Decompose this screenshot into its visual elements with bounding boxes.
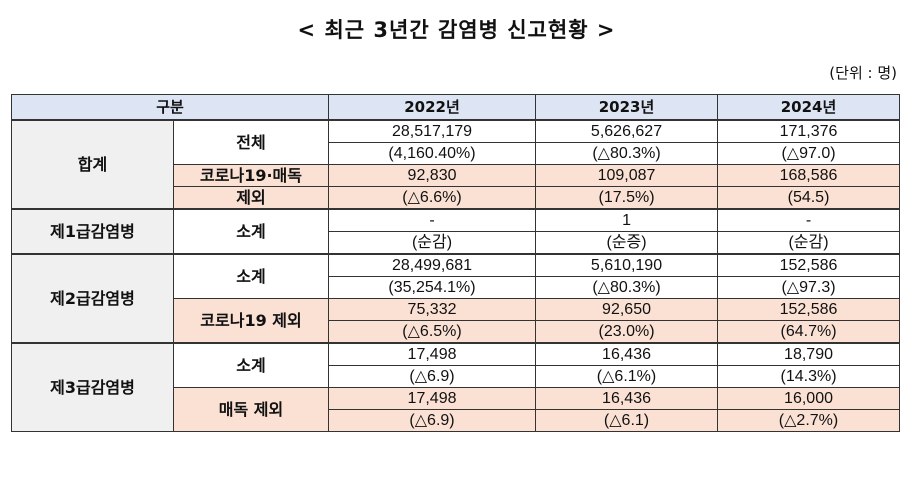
value-cell: 28,499,681 — [328, 253, 537, 277]
value-cell: 92,830 — [328, 164, 537, 187]
change-cell: (△6.9) — [328, 409, 537, 432]
page-title: < 최근 3년간 감염병 신고현황 > — [297, 18, 616, 42]
table-row: 제1급감염병 소계 - 1 - — [11, 208, 901, 255]
change-cell: (54.5) — [717, 186, 901, 210]
value-cell: 18,790 — [717, 342, 901, 366]
change-cell: (△6.5%) — [328, 320, 537, 344]
change-cell: (순감) — [717, 231, 901, 255]
change-cell: (△97.3) — [717, 276, 901, 299]
row-label: 제외 — [172, 186, 330, 210]
value-cell: 152,586 — [717, 298, 901, 321]
row-label: 전체 — [172, 119, 330, 165]
group-label: 제1급감염병 — [11, 208, 174, 255]
change-cell: (△6.6%) — [328, 186, 537, 210]
group-label: 제3급감염병 — [11, 342, 174, 432]
change-cell: (4,160.40%) — [328, 142, 537, 165]
value-cell: 17,498 — [328, 387, 537, 410]
change-cell: (순증) — [535, 231, 719, 255]
change-cell: (△6.9) — [328, 365, 537, 388]
value-cell: 16,436 — [535, 387, 719, 410]
header-category: 구분 — [10, 94, 330, 121]
value-cell: 1 — [535, 208, 719, 232]
value-cell: 5,626,627 — [535, 119, 719, 143]
table-row: 합계 전체 28,517,179 5,626,627 171,376 — [11, 119, 901, 210]
row-label: 코로나19 제외 — [172, 298, 330, 344]
change-cell: (△80.3%) — [535, 142, 719, 165]
change-cell: (△80.3%) — [535, 276, 719, 299]
row-label: 매독 제외 — [172, 387, 330, 432]
change-cell: (35,254.1%) — [328, 276, 537, 299]
value-cell: 28,517,179 — [328, 119, 537, 143]
infection-report-table: 구분 2022년 2023년 2024년 합계 전체 28,517,179 5,… — [10, 94, 901, 432]
change-cell: (64.7%) — [717, 320, 901, 344]
change-cell: (△2.7%) — [717, 409, 901, 432]
value-cell: 5,610,190 — [535, 253, 719, 277]
row-label: 코로나19·매독 — [172, 164, 330, 187]
change-cell: (23.0%) — [535, 320, 719, 344]
table-header-row: 구분 2022년 2023년 2024년 — [10, 94, 901, 121]
value-cell: 171,376 — [717, 119, 901, 143]
value-cell: 152,586 — [717, 253, 901, 277]
change-cell: (17.5%) — [535, 186, 719, 210]
value-cell: 168,586 — [717, 164, 901, 187]
value-cell: 92,650 — [535, 298, 719, 321]
table-row: (△6.9) (△6.1) (△2.7%) — [12, 409, 901, 432]
change-cell: (14.3%) — [717, 365, 901, 388]
table-row: (△6.9) (△6.1%) (14.3%) — [12, 365, 901, 388]
header-year: 2024년 — [717, 94, 901, 121]
value-cell: - — [717, 208, 901, 232]
change-cell: (△6.1) — [535, 409, 719, 432]
value-cell: 16,000 — [717, 387, 901, 410]
header-year: 2023년 — [535, 94, 719, 121]
row-label: 소계 — [172, 253, 330, 299]
table-row: 제3급감염병 소계 17,498 16,436 18,790 — [11, 342, 901, 432]
change-cell: (△97.0) — [717, 142, 901, 165]
change-cell: (순감) — [328, 231, 537, 255]
table-row: 제2급감염병 소계 28,499,681 5,610,190 152,586 — [11, 253, 901, 344]
table-row: (순감) (순증) (순감) — [12, 231, 901, 255]
table-row: 코로나19 제외 75,332 92,650 152,586 — [12, 298, 901, 344]
value-cell: 109,087 — [535, 164, 719, 187]
value-cell: 75,332 — [328, 298, 537, 321]
table-row: 코로나19·매독 92,830 109,087 168,586 — [12, 164, 901, 187]
group-label: 합계 — [11, 119, 174, 210]
table-row: 제외 (△6.6%) (17.5%) (54.5) — [12, 186, 901, 210]
group-label: 제2급감염병 — [11, 253, 174, 344]
value-cell: 16,436 — [535, 342, 719, 366]
header-year: 2022년 — [328, 94, 537, 121]
value-cell: 17,498 — [328, 342, 537, 366]
unit-label: (단위 : 명) — [829, 64, 897, 82]
table-row: (△6.5%) (23.0%) (64.7%) — [12, 320, 901, 344]
row-label: 소계 — [172, 208, 330, 255]
value-cell: - — [328, 208, 537, 232]
change-cell: (△6.1%) — [535, 365, 719, 388]
row-label: 소계 — [172, 342, 330, 388]
